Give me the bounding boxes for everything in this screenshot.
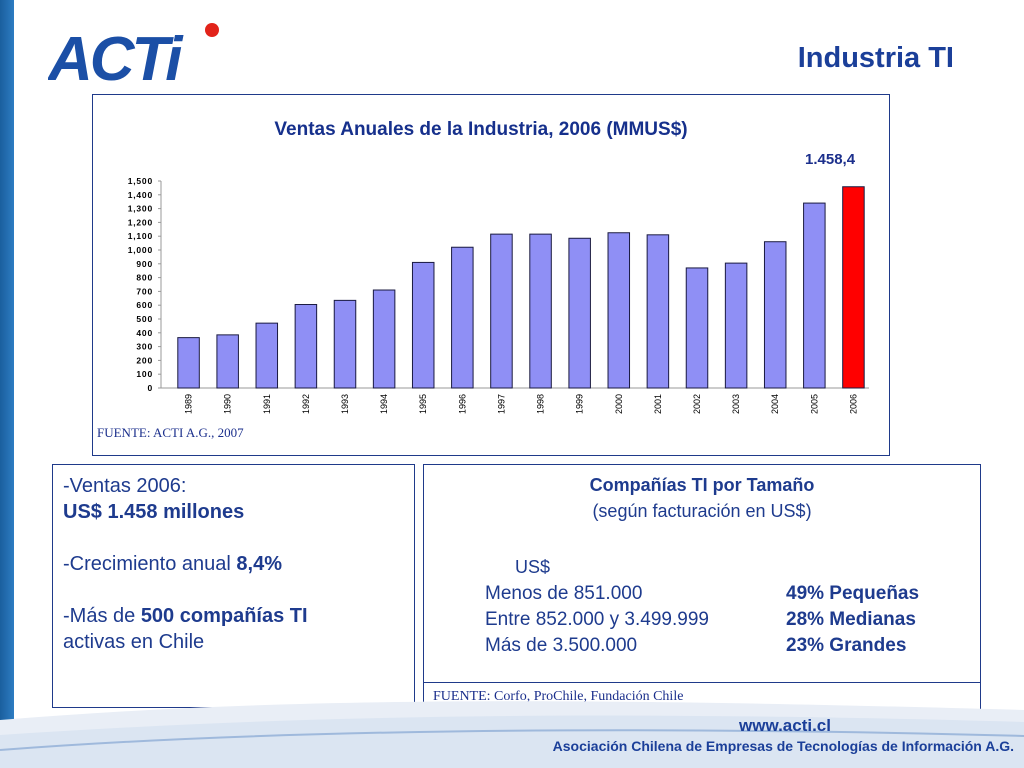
company-source: FUENTE: Corfo, ProChile, Fundación Chile [433,689,684,704]
x-tick-label: 1990 [223,394,233,414]
bar-1989 [177,337,200,389]
bar-1999 [568,237,591,389]
bar-2003 [724,262,748,389]
currency-label: US$ [515,557,551,577]
y-tick-label: 100 [136,369,153,379]
summary-companies-label: -Más de [63,605,141,627]
y-tick-label: 0 [147,383,153,393]
acti-logo: ACTi [48,23,219,86]
svg-text:ACTi: ACTi [48,25,184,86]
x-tick-label: 1995 [418,394,428,414]
size-share-small: 49% Pequeñas [786,583,920,604]
y-tick-label: 1,000 [128,245,153,255]
y-tick-label: 600 [136,300,153,310]
y-tick-label: 1,300 [128,204,153,214]
y-tick-label: 400 [136,328,153,338]
bar-2002 [685,267,709,389]
y-tick-label: 1,500 [128,176,153,186]
footer-wave-decoration [0,701,1024,768]
bar-1996 [451,246,474,389]
x-tick-label: 1992 [301,394,311,414]
y-tick-label: 900 [136,259,153,269]
summary-growth-label: -Crecimiento anual [63,553,237,575]
bar-2000 [607,232,631,389]
x-tick-label: 2004 [770,394,780,414]
bar-2006 [842,186,865,389]
y-tick-label: 200 [136,355,153,365]
bar-1995 [411,261,435,389]
bar-1990 [216,334,239,389]
size-share-large: 23% Grandes [786,635,907,656]
source-divider [424,682,980,683]
y-tick-label: 500 [136,314,153,324]
y-tick-label: 1,200 [128,217,153,227]
x-tick-label: 2006 [848,394,858,414]
x-tick-label: 2002 [692,394,702,414]
x-tick-label: 2001 [653,394,663,414]
company-size-title: Compañías TI por Tamaño [589,475,815,495]
summary-companies-value: 500 compañías TI [140,605,308,627]
footer-organization: Asociación Chilena de Empresas de Tecnol… [552,738,1014,754]
bar-2004 [763,241,787,389]
x-tick-label: 1994 [379,394,389,414]
y-tick-label: 1,400 [128,190,153,200]
bar-1993 [333,299,357,389]
summary-sales-label: -Ventas 2006: [63,475,187,497]
summary-growth-value: 8,4% [236,553,283,575]
bar-chart: 0 100 200 300 400 500 600 700 800 900 1,000 1,100 1,… [128,176,869,414]
summary-panel: -Ventas 2006: US$ 1.458 millones -Crecim… [52,464,415,708]
chart-title: Ventas Anuales de la Industria, 2006 (MM… [274,119,688,140]
x-tick-label: 2000 [614,394,624,414]
x-tick-label: 2005 [809,394,819,414]
bar-1992 [294,304,318,389]
size-range-large: Más de 3.500.000 [485,635,638,656]
slide-title: Industria TI [797,42,954,74]
bar-1991 [255,322,279,389]
bar-2005 [803,202,826,389]
company-size-subtitle: (según facturación en US$) [592,501,812,521]
highlight-value-label: 1.458,4 [805,151,856,168]
bar-1994 [372,289,396,389]
bar-1997 [490,233,513,389]
x-tick-label: 2003 [731,394,741,414]
y-tick-label: 800 [136,273,153,283]
y-tick-label: 700 [136,286,153,296]
x-tick-label: 1989 [184,394,194,414]
size-range-medium: Entre 852.000 y 3.499.999 [485,609,709,630]
company-size-panel: Compañías TI por Tamaño (según facturaci… [423,464,981,714]
sales-chart-panel: Ventas Anuales de la Industria, 2006 (MM… [92,94,890,456]
size-share-medium: 28% Medianas [786,609,916,630]
x-tick-label: 1993 [340,394,350,414]
x-tick-label: 1999 [575,394,585,414]
bar-2001 [646,234,670,389]
x-tick-label: 1996 [457,394,467,414]
summary-sales-value: US$ 1.458 millones [63,501,245,523]
x-tick-label: 1998 [536,394,546,414]
footer-url[interactable]: www.acti.cl [739,716,831,735]
size-range-small: Menos de 851.000 [485,583,643,604]
x-tick-label: 1997 [496,394,506,414]
chart-source: FUENTE: ACTI A.G., 2007 [97,425,244,440]
summary-companies-suffix: activas en Chile [63,631,205,653]
x-tick-label: 1991 [262,394,272,414]
y-tick-label: 1,100 [128,231,153,241]
bar-1998 [529,233,552,389]
y-tick-label: 300 [136,342,153,352]
side-accent-bar [0,0,14,768]
